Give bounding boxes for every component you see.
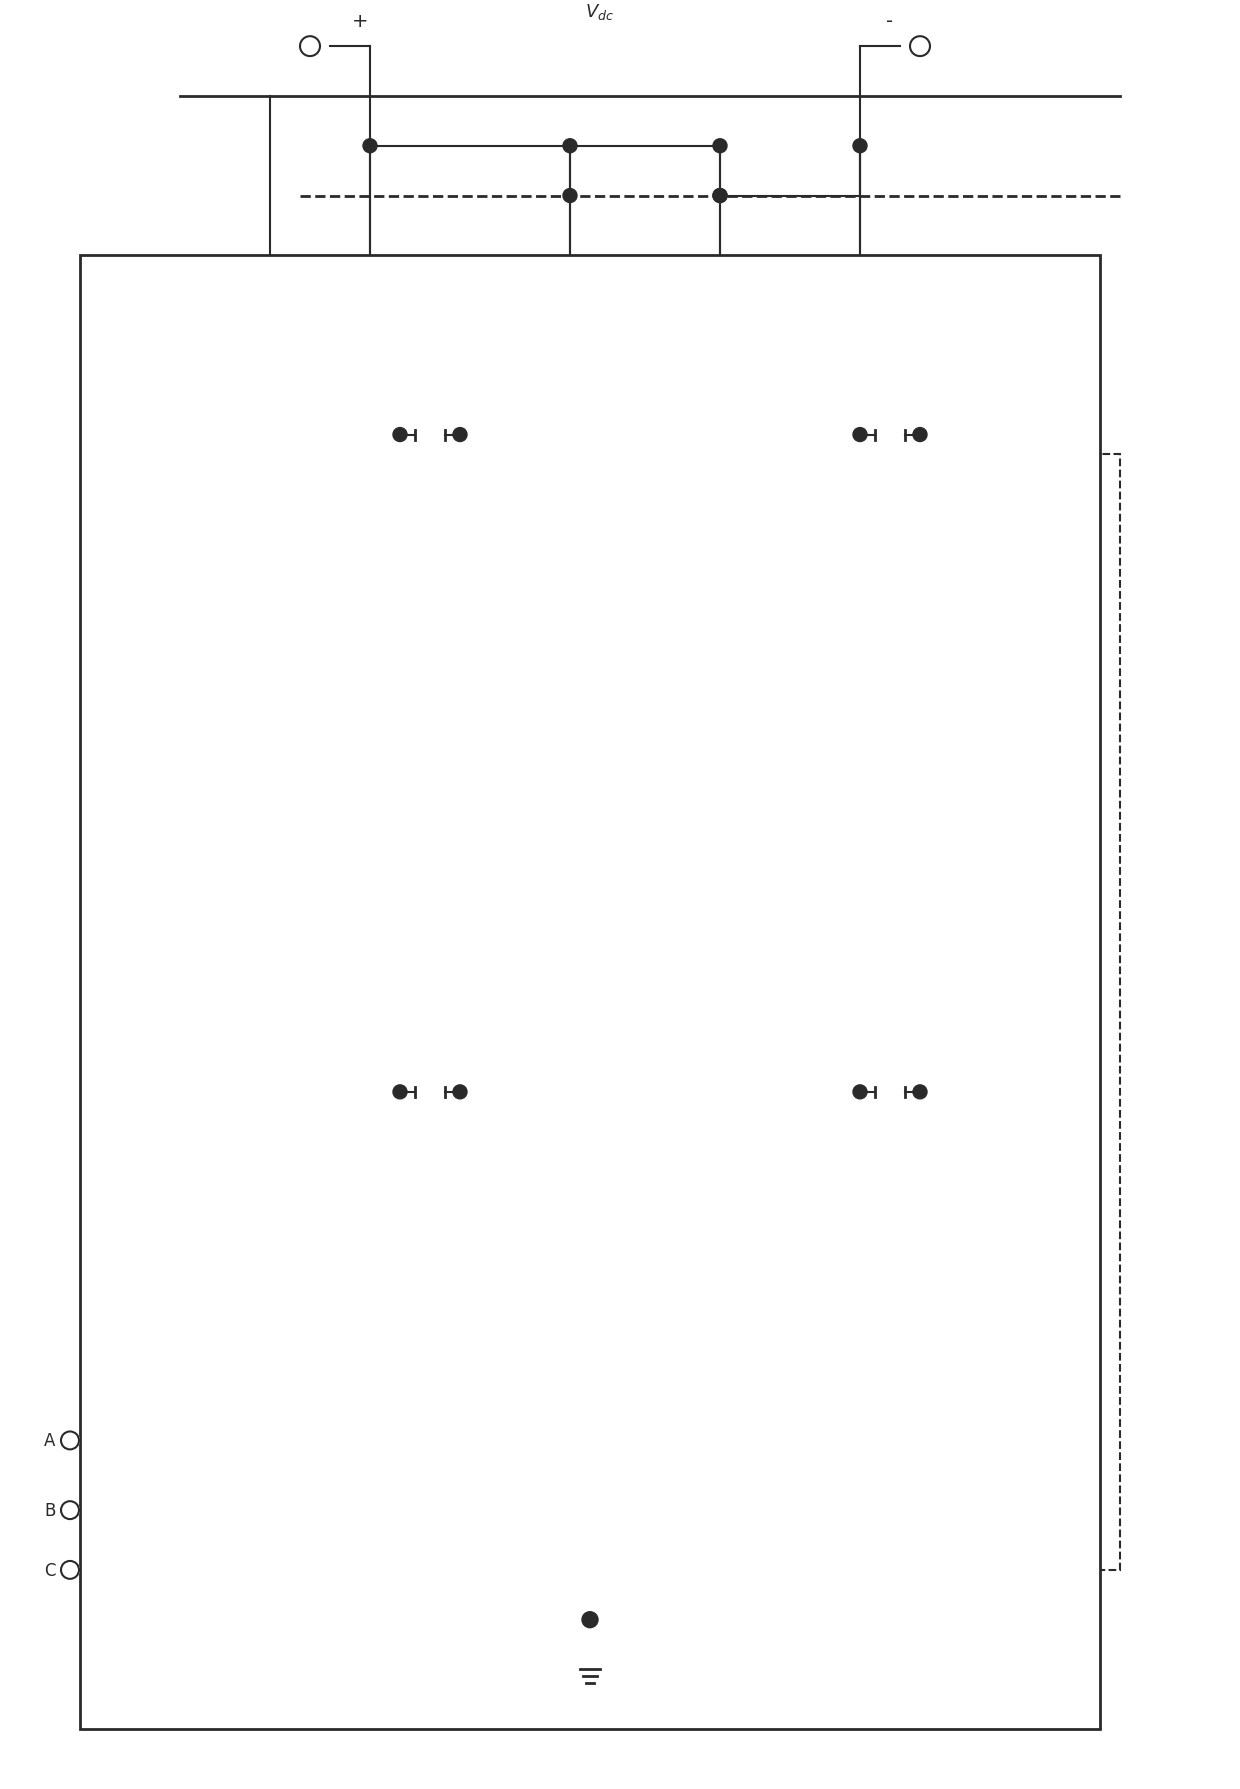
Circle shape [582, 1612, 598, 1628]
Text: FIG.2: FIG.2 [1019, 1181, 1081, 1202]
Text: ЛП: ЛП [337, 615, 362, 632]
Text: C: C [45, 1562, 56, 1580]
FancyBboxPatch shape [270, 1113, 590, 1431]
Circle shape [300, 38, 320, 57]
FancyBboxPatch shape [730, 454, 1050, 714]
FancyBboxPatch shape [86, 263, 1094, 1723]
Text: ЛП: ЛП [500, 896, 521, 911]
Text: 15: 15 [180, 533, 200, 547]
Text: 14: 14 [180, 930, 200, 946]
Text: N: N [584, 1642, 595, 1657]
Text: 11: 11 [180, 1229, 200, 1245]
Circle shape [61, 1501, 79, 1519]
Circle shape [453, 1086, 467, 1098]
Text: -: - [887, 13, 894, 30]
Text: +: + [352, 13, 368, 30]
Text: =: = [505, 1217, 516, 1231]
Text: 16: 16 [180, 394, 200, 408]
FancyBboxPatch shape [92, 268, 1087, 1717]
Circle shape [913, 428, 928, 442]
FancyBboxPatch shape [730, 1113, 1050, 1431]
Text: =: = [343, 975, 356, 989]
FancyBboxPatch shape [730, 814, 1050, 1072]
FancyBboxPatch shape [270, 814, 590, 1072]
Circle shape [713, 140, 727, 154]
Text: =: = [965, 1217, 976, 1231]
Text: 12: 12 [180, 1081, 200, 1095]
Text: =: = [965, 538, 976, 553]
Circle shape [563, 140, 577, 154]
Text: =: = [505, 538, 516, 553]
Circle shape [910, 38, 930, 57]
Text: ЛП: ЛП [337, 1311, 362, 1327]
Circle shape [853, 140, 867, 154]
Text: $V_{dc}$: $V_{dc}$ [585, 2, 615, 21]
Circle shape [363, 140, 377, 154]
Circle shape [713, 190, 727, 204]
FancyBboxPatch shape [460, 454, 660, 1571]
Text: ...: ... [548, 1499, 572, 1522]
Text: ЛП: ЛП [797, 615, 822, 632]
Circle shape [563, 190, 577, 204]
Circle shape [913, 1086, 928, 1098]
Circle shape [61, 1431, 79, 1449]
Circle shape [853, 1086, 867, 1098]
Text: 13: 13 [180, 782, 200, 796]
FancyBboxPatch shape [219, 454, 640, 1571]
Text: B: B [45, 1501, 56, 1519]
FancyBboxPatch shape [81, 256, 1100, 1730]
Circle shape [393, 428, 407, 442]
FancyBboxPatch shape [701, 454, 1120, 1571]
Circle shape [713, 190, 727, 204]
Text: A: A [45, 1431, 56, 1449]
Circle shape [393, 1086, 407, 1098]
FancyBboxPatch shape [270, 454, 590, 714]
Text: =: = [804, 975, 816, 989]
Circle shape [853, 428, 867, 442]
Text: ЛП: ЛП [797, 1311, 822, 1327]
Circle shape [453, 428, 467, 442]
Text: ЛП: ЛП [960, 896, 981, 911]
Circle shape [61, 1562, 79, 1580]
FancyBboxPatch shape [98, 274, 1083, 1712]
